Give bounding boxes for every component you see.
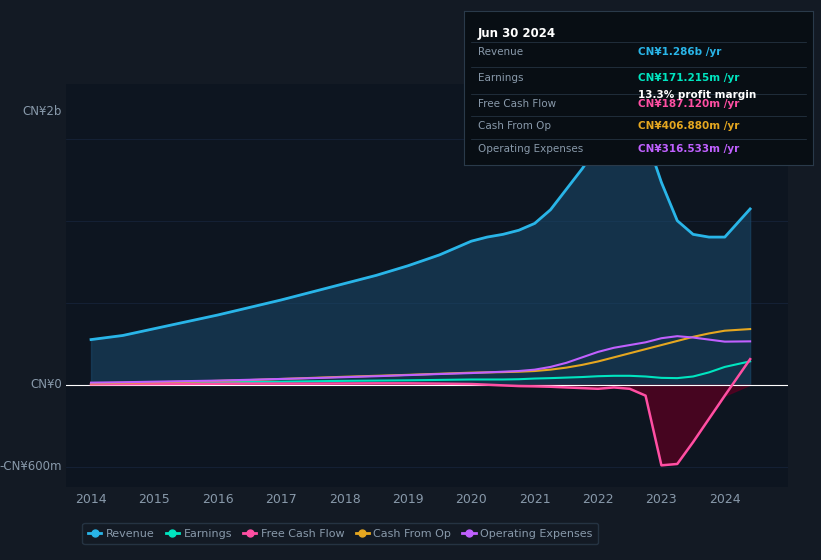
Text: CN¥187.120m /yr: CN¥187.120m /yr	[639, 99, 740, 109]
Text: Operating Expenses: Operating Expenses	[478, 144, 583, 153]
Text: Jun 30 2024: Jun 30 2024	[478, 27, 556, 40]
Legend: Revenue, Earnings, Free Cash Flow, Cash From Op, Operating Expenses: Revenue, Earnings, Free Cash Flow, Cash …	[82, 523, 598, 544]
Text: CN¥406.880m /yr: CN¥406.880m /yr	[639, 120, 740, 130]
Text: Revenue: Revenue	[478, 46, 523, 57]
Text: CN¥0: CN¥0	[30, 378, 62, 391]
Text: CN¥1.286b /yr: CN¥1.286b /yr	[639, 46, 722, 57]
Text: Earnings: Earnings	[478, 73, 523, 83]
Text: Cash From Op: Cash From Op	[478, 120, 551, 130]
Text: -CN¥600m: -CN¥600m	[0, 460, 62, 473]
Text: CN¥2b: CN¥2b	[23, 105, 62, 118]
Text: CN¥171.215m /yr: CN¥171.215m /yr	[639, 73, 740, 83]
Text: Free Cash Flow: Free Cash Flow	[478, 99, 556, 109]
Text: 13.3% profit margin: 13.3% profit margin	[639, 90, 757, 100]
Text: CN¥316.533m /yr: CN¥316.533m /yr	[639, 144, 740, 153]
